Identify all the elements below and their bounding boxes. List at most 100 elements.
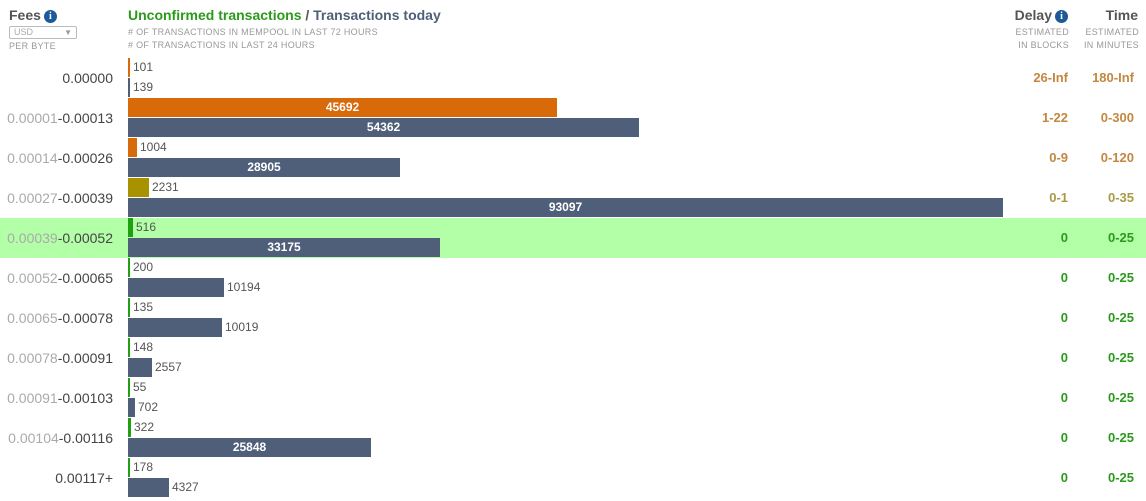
today-bar[interactable] — [128, 198, 1003, 217]
today-bar[interactable] — [128, 238, 440, 257]
subtitle-mempool: # OF TRANSACTIONS IN MEMPOOL IN LAST 72 … — [128, 27, 378, 37]
fee-row[interactable]: 0.00014-0.00026 1004 28905 0-9 0-120 — [0, 138, 1146, 178]
fee-row[interactable]: 0.00027-0.00039 2231 93097 0-1 0-35 — [0, 178, 1146, 218]
time-min: 180 — [1092, 70, 1114, 85]
delay-estimate: 0 — [1061, 310, 1068, 325]
delay-estimate: 0 — [1061, 430, 1068, 445]
unconfirmed-bar[interactable] — [128, 418, 131, 437]
time-header: Time — [1106, 7, 1138, 23]
today-bar[interactable] — [128, 358, 152, 377]
today-value: 139 — [133, 80, 154, 94]
fee-range-high: -0.00013 — [57, 110, 113, 126]
delay-min: 26 — [1033, 70, 1048, 85]
today-bar[interactable] — [128, 318, 222, 337]
unconfirmed-value: 55 — [133, 380, 147, 394]
time-estimate: 180-Inf — [1092, 70, 1134, 85]
unconfirmed-bar[interactable] — [128, 258, 130, 277]
delay-max: -22 — [1049, 110, 1068, 125]
fee-range: 0.00039-0.00052 — [7, 230, 113, 246]
unconfirmed-value: 200 — [133, 260, 154, 274]
fee-range-high: -0.00065 — [57, 270, 113, 286]
currency-value: USD — [14, 27, 34, 37]
unconfirmed-bar[interactable] — [128, 218, 133, 237]
today-value: 4327 — [172, 480, 199, 494]
time-max: -25 — [1115, 390, 1134, 405]
unconfirmed-bar[interactable] — [128, 378, 130, 397]
time-title: Time — [1105, 7, 1138, 23]
today-bar[interactable] — [128, 438, 371, 457]
fee-row[interactable]: 0.00078-0.00091 148 2557 0 0-25 — [0, 338, 1146, 378]
unconfirmed-value: 516 — [136, 220, 157, 234]
time-max: -25 — [1115, 310, 1134, 325]
time-min: 0 — [1107, 430, 1116, 445]
fee-range: 0.00104-0.00116 — [8, 430, 113, 446]
time-subtitle: ESTIMATED IN MINUTES — [1084, 26, 1139, 52]
unconfirmed-bar[interactable] — [128, 338, 130, 357]
unconfirmed-bar[interactable] — [128, 298, 130, 317]
fee-row[interactable]: 0.00052-0.00065 200 10194 0 0-25 — [0, 258, 1146, 298]
time-max: -35 — [1115, 190, 1134, 205]
time-min: 0 — [1107, 190, 1116, 205]
time-estimate: 0-120 — [1101, 150, 1134, 165]
unconfirmed-value: 101 — [133, 60, 154, 74]
title-unconfirmed: Unconfirmed transactions — [128, 7, 302, 23]
delay-estimate: 26-Inf — [1033, 70, 1068, 85]
today-bar[interactable] — [128, 478, 169, 497]
delay-max: -Inf — [1047, 70, 1068, 85]
fee-range-low: 0.00027 — [7, 190, 58, 206]
unconfirmed-bar[interactable] — [128, 98, 557, 117]
fee-row[interactable]: 0.00065-0.00078 135 10019 0 0-25 — [0, 298, 1146, 338]
time-min: 0 — [1100, 150, 1108, 165]
fees-title: Fees — [9, 7, 41, 23]
fee-range-high: -0.00052 — [57, 230, 113, 246]
today-value: 93097 — [548, 200, 583, 214]
unconfirmed-bar[interactable] — [128, 138, 137, 157]
title-today: Transactions today — [313, 7, 441, 23]
unconfirmed-bar[interactable] — [128, 58, 130, 77]
today-value: 28905 — [247, 160, 281, 174]
delay-min: 0 — [1049, 190, 1057, 205]
fee-row[interactable]: 0.00000 101 139 26-Inf 180-Inf — [0, 58, 1146, 98]
today-value: 10019 — [225, 320, 259, 334]
time-estimate: 0-300 — [1101, 110, 1134, 125]
time-max: -120 — [1107, 150, 1134, 165]
today-bar[interactable] — [128, 278, 224, 297]
fee-range: 0.00014-0.00026 — [7, 150, 113, 166]
fee-range-high: -0.00026 — [57, 150, 113, 166]
time-min: 0 — [1107, 230, 1116, 245]
fee-range-high: 0.00117+ — [55, 470, 113, 486]
fee-row[interactable]: 0.00104-0.00116 322 25848 0 0-25 — [0, 418, 1146, 458]
delay-header: Delay i — [1015, 7, 1068, 23]
time-estimate: 0-25 — [1108, 230, 1134, 245]
fee-row[interactable]: 0.00039-0.00052 516 33175 0 0-25 — [0, 218, 1146, 258]
unconfirmed-bar[interactable] — [128, 178, 149, 197]
unconfirmed-value: 1004 — [140, 140, 167, 154]
info-icon[interactable]: i — [1055, 10, 1068, 23]
today-bar[interactable] — [128, 398, 135, 417]
time-max: -Inf — [1113, 70, 1134, 85]
delay-min: 0 — [1060, 270, 1068, 285]
delay-min: 0 — [1060, 230, 1068, 245]
fee-row[interactable]: 0.00117+ 178 4327 0 0-25 — [0, 458, 1146, 498]
delay-min: 0 — [1049, 150, 1057, 165]
fees-header: Fees i — [9, 7, 57, 23]
unconfirmed-bar[interactable] — [128, 458, 130, 477]
fee-range: 0.00065-0.00078 — [7, 310, 113, 326]
delay-max: -1 — [1056, 190, 1068, 205]
today-bar[interactable] — [128, 158, 400, 177]
fee-range-low: 0.00001 — [7, 110, 58, 126]
info-icon[interactable]: i — [43, 10, 57, 23]
fee-range-low: 0.00065 — [7, 310, 58, 326]
today-bar[interactable] — [128, 118, 639, 137]
time-min: 0 — [1107, 390, 1116, 405]
fee-row[interactable]: 0.00091-0.00103 55 702 0 0-25 — [0, 378, 1146, 418]
today-value: 10194 — [227, 280, 261, 294]
delay-estimate: 0-1 — [1049, 190, 1068, 205]
fee-row[interactable]: 0.00001-0.00013 45692 54362 1-22 0-300 — [0, 98, 1146, 138]
today-bar[interactable] — [128, 78, 130, 97]
fee-range-high: -0.00078 — [57, 310, 113, 326]
delay-min: 1 — [1041, 110, 1050, 125]
currency-select[interactable]: USD ▼ — [9, 26, 77, 39]
fee-range-low: 0.00078 — [7, 350, 58, 366]
fee-range-low: 0.00014 — [7, 150, 58, 166]
